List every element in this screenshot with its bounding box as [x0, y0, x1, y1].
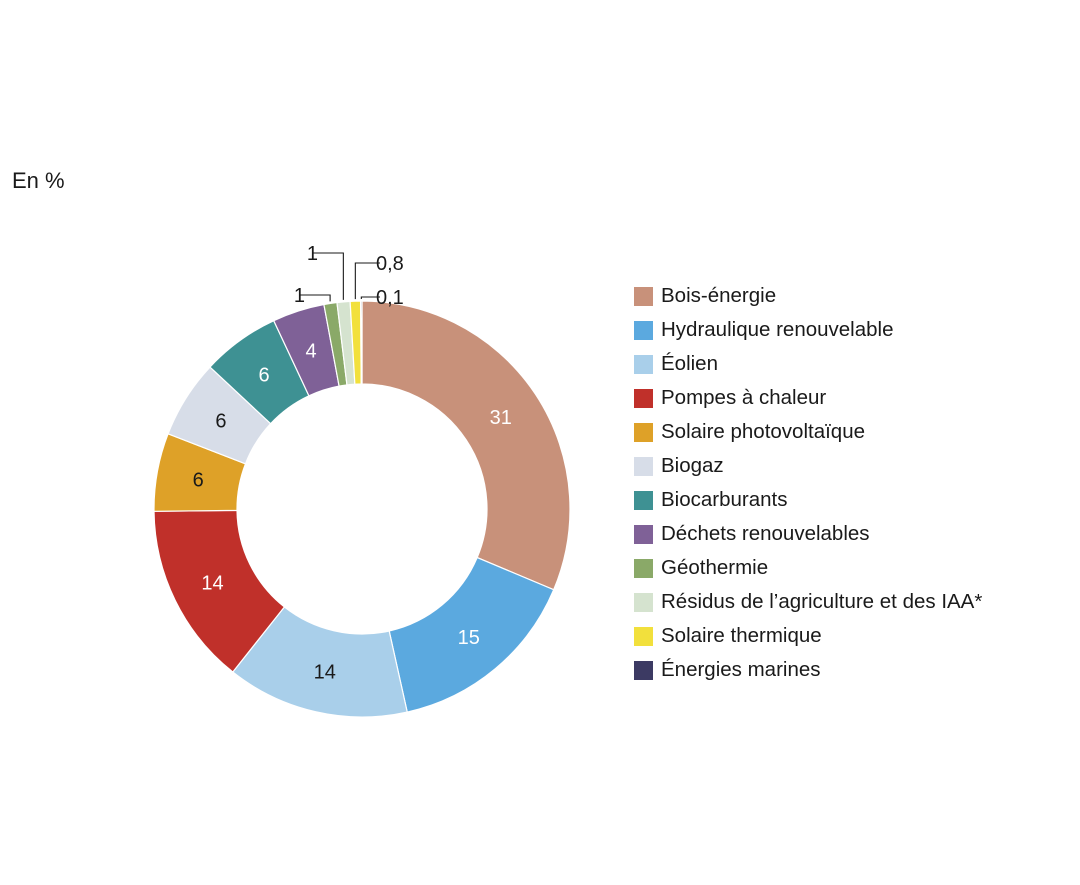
legend-swatch [634, 456, 653, 476]
legend-item-solaire-photovoltaique: Solaire photovoltaïque [634, 415, 982, 449]
callout-value-label: 1 [294, 285, 305, 307]
legend-label: Hydraulique renouvelable [661, 318, 894, 341]
unit-label: En % [12, 168, 65, 193]
legend-item-dechets-renouvelables: Déchets renouvelables [634, 517, 982, 551]
slice-value-label: 6 [258, 364, 269, 386]
slice-value-label: 4 [305, 341, 316, 363]
legend-label: Déchets renouvelables [661, 522, 870, 545]
legend-item-pompes-a-chaleur: Pompes à chaleur [634, 381, 982, 415]
callout-leader-line [354, 262, 380, 300]
legend-swatch [634, 286, 653, 306]
legend-label: Énergies marines [661, 658, 821, 681]
legend-swatch [634, 558, 653, 578]
callout-leader-line [360, 296, 380, 300]
legend-swatch [634, 490, 653, 510]
legend-swatch [634, 320, 653, 340]
legend-label: Bois-énergie [661, 284, 777, 307]
legend-item-hydraulique-renouvelable: Hydraulique renouvelable [634, 313, 982, 347]
legend-item-residus-de-l-agriculture-et-des-iaa: Résidus de l’agriculture et des IAA* [634, 585, 982, 619]
legend-label: Biocarburants [661, 488, 788, 511]
legend-label: Éolien [661, 352, 718, 375]
callout-value-label: 0,1 [376, 287, 404, 309]
legend-swatch [634, 354, 653, 374]
legend-label: Géothermie [661, 556, 769, 579]
callout-value-label: 0,8 [376, 253, 404, 275]
legend-swatch [634, 422, 653, 442]
legend-item-solaire-thermique: Solaire thermique [634, 619, 982, 653]
slice-energies-marines [360, 300, 363, 385]
slice-value-label: 6 [193, 469, 204, 491]
legend-item-biogaz: Biogaz [634, 449, 982, 483]
legend-item-geothermie: Géothermie [634, 551, 982, 585]
slice-value-label: 15 [458, 627, 480, 649]
legend-label: Résidus de l’agriculture et des IAA* [661, 590, 983, 613]
slice-value-label: 31 [490, 407, 512, 429]
legend-label: Pompes à chaleur [661, 386, 827, 409]
legend: Bois-énergie Hydraulique renouvelable Éoli… [634, 279, 982, 687]
legend-item-bois-energie: Bois-énergie [634, 279, 982, 313]
legend-item-eolien: Éolien [634, 347, 982, 381]
legend-label: Solaire thermique [661, 624, 822, 647]
legend-label: Biogaz [661, 454, 724, 477]
callout-leader-line [312, 252, 344, 300]
legend-swatch [634, 388, 653, 408]
callout-value-label: 1 [307, 243, 318, 265]
slice-value-label: 6 [215, 410, 226, 432]
legend-swatch [634, 592, 653, 612]
slice-value-label: 14 [314, 661, 336, 683]
legend-item-biocarburants: Biocarburants [634, 483, 982, 517]
legend-item-energies-marines: Énergies marines [634, 653, 982, 687]
legend-swatch [634, 524, 653, 544]
slice-bois-energie [361, 300, 571, 591]
legend-swatch [634, 660, 653, 680]
legend-swatch [634, 626, 653, 646]
callout-leader-line [299, 294, 331, 302]
legend-label: Solaire photovoltaïque [661, 420, 866, 443]
slice-value-label: 14 [201, 572, 223, 594]
